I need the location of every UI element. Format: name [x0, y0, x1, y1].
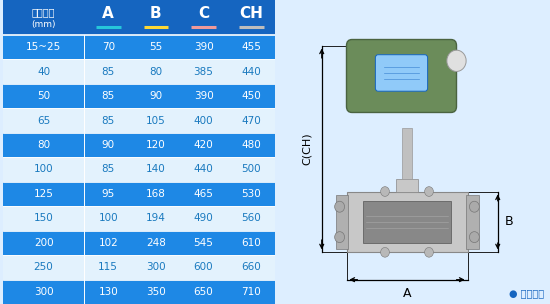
- Text: 350: 350: [146, 287, 166, 297]
- Text: 140: 140: [146, 164, 166, 174]
- Text: 125: 125: [34, 189, 53, 199]
- Text: 80: 80: [37, 140, 50, 150]
- Text: 455: 455: [241, 42, 261, 52]
- Text: 仪表口径: 仪表口径: [32, 8, 56, 18]
- Text: 85: 85: [102, 67, 115, 77]
- Bar: [3, 280, 275, 304]
- Text: 480: 480: [241, 140, 261, 150]
- Bar: [3, 84, 275, 108]
- Text: 130: 130: [98, 287, 118, 297]
- Text: B: B: [150, 6, 162, 21]
- Bar: [3, 35, 275, 59]
- Text: 710: 710: [241, 287, 261, 297]
- Bar: [466, 195, 478, 249]
- Circle shape: [334, 232, 344, 243]
- Text: 600: 600: [194, 262, 213, 272]
- Text: 470: 470: [241, 116, 261, 126]
- Text: 80: 80: [150, 67, 162, 77]
- Text: 50: 50: [37, 91, 50, 101]
- Text: 560: 560: [241, 213, 261, 223]
- Bar: [3, 231, 275, 255]
- Text: 440: 440: [241, 67, 261, 77]
- Text: 300: 300: [146, 262, 166, 272]
- FancyBboxPatch shape: [346, 40, 456, 112]
- Circle shape: [334, 201, 344, 212]
- Text: ● 常规仪表: ● 常规仪表: [509, 288, 544, 298]
- Circle shape: [425, 247, 433, 257]
- Text: 70: 70: [102, 42, 115, 52]
- Text: C(CH): C(CH): [301, 133, 312, 165]
- Text: 400: 400: [194, 116, 213, 126]
- Text: C: C: [198, 6, 209, 21]
- Text: 115: 115: [98, 262, 118, 272]
- Bar: [336, 195, 348, 249]
- Text: 390: 390: [194, 42, 213, 52]
- Text: 90: 90: [150, 91, 162, 101]
- Bar: [3, 0, 275, 35]
- Circle shape: [381, 247, 389, 257]
- Bar: [3, 157, 275, 182]
- Text: 420: 420: [194, 140, 213, 150]
- Text: 385: 385: [194, 67, 213, 77]
- Text: 440: 440: [194, 164, 213, 174]
- Text: 105: 105: [146, 116, 166, 126]
- Circle shape: [469, 232, 479, 243]
- Text: 85: 85: [102, 164, 115, 174]
- Text: 194: 194: [146, 213, 166, 223]
- Text: 90: 90: [102, 140, 115, 150]
- Text: 55: 55: [149, 42, 162, 52]
- Text: A: A: [102, 6, 114, 21]
- Text: 500: 500: [241, 164, 261, 174]
- Circle shape: [447, 50, 466, 71]
- Bar: [346, 192, 468, 252]
- Text: 100: 100: [98, 213, 118, 223]
- Text: 490: 490: [194, 213, 213, 223]
- Bar: [3, 59, 275, 84]
- Text: A: A: [403, 287, 411, 300]
- Text: B: B: [504, 216, 513, 228]
- Text: 250: 250: [34, 262, 53, 272]
- Text: 102: 102: [98, 238, 118, 248]
- Circle shape: [381, 187, 389, 196]
- Text: 15~25: 15~25: [26, 42, 61, 52]
- Bar: [363, 201, 451, 243]
- Text: 610: 610: [241, 238, 261, 248]
- Text: 85: 85: [102, 116, 115, 126]
- Text: 168: 168: [146, 189, 166, 199]
- Text: 95: 95: [102, 189, 115, 199]
- Text: 465: 465: [194, 189, 213, 199]
- Text: (mm): (mm): [31, 20, 56, 29]
- Bar: [3, 255, 275, 280]
- Text: 200: 200: [34, 238, 53, 248]
- Text: 660: 660: [241, 262, 261, 272]
- Text: 248: 248: [146, 238, 166, 248]
- Bar: [402, 128, 412, 179]
- Bar: [396, 179, 418, 192]
- Text: 85: 85: [102, 91, 115, 101]
- Bar: [3, 206, 275, 231]
- Bar: [3, 182, 275, 206]
- Bar: [3, 133, 275, 157]
- Text: 530: 530: [241, 189, 261, 199]
- Text: 300: 300: [34, 287, 53, 297]
- Text: CH: CH: [239, 6, 263, 21]
- Text: 390: 390: [194, 91, 213, 101]
- Text: 100: 100: [34, 164, 53, 174]
- Circle shape: [425, 187, 433, 196]
- Text: 545: 545: [194, 238, 213, 248]
- FancyBboxPatch shape: [375, 55, 428, 91]
- Text: 120: 120: [146, 140, 166, 150]
- Text: 65: 65: [37, 116, 50, 126]
- Text: 650: 650: [194, 287, 213, 297]
- Bar: [3, 108, 275, 133]
- Text: 450: 450: [241, 91, 261, 101]
- Circle shape: [469, 201, 479, 212]
- Text: 40: 40: [37, 67, 50, 77]
- Text: 150: 150: [34, 213, 53, 223]
